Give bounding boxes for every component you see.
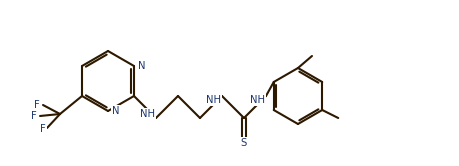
Text: S: S (241, 138, 246, 148)
Text: NH: NH (206, 95, 221, 105)
Text: N: N (138, 61, 145, 71)
Text: N: N (112, 106, 119, 116)
Text: NH: NH (140, 109, 155, 119)
Text: NH: NH (250, 95, 265, 105)
Text: F: F (34, 100, 40, 110)
Text: F: F (40, 124, 46, 134)
Text: F: F (31, 111, 37, 121)
